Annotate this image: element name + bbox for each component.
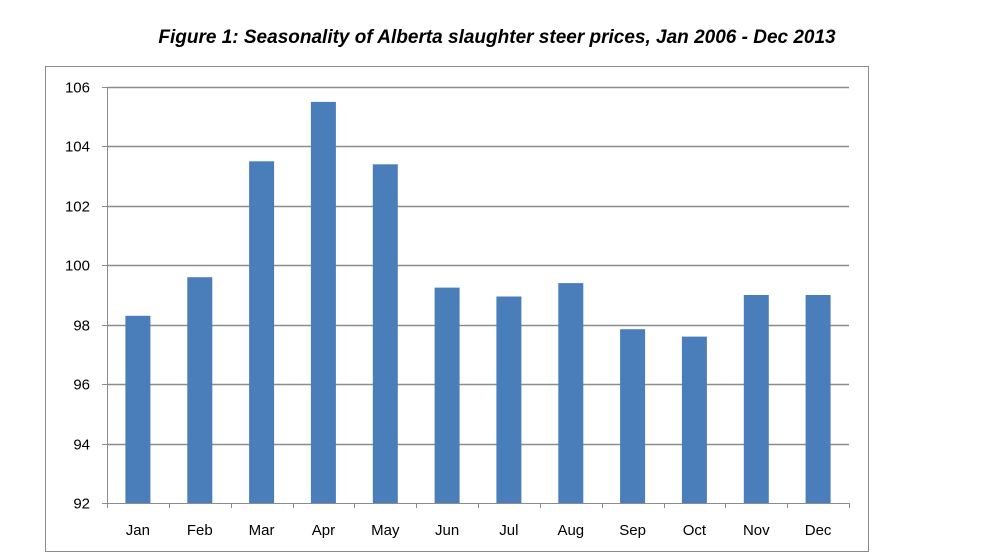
axes	[102, 87, 850, 508]
x-tick-label: May	[371, 522, 400, 539]
x-tick-label: Jul	[499, 522, 518, 539]
x-tick-label: Feb	[187, 522, 213, 539]
bar-sep	[620, 329, 646, 503]
bars	[125, 101, 831, 504]
y-tick-label: 102	[65, 199, 90, 216]
y-tick-label: 96	[73, 377, 90, 394]
x-tick-label: Oct	[683, 522, 707, 539]
bar-aug	[558, 283, 584, 503]
x-tick-label: Mar	[249, 522, 275, 539]
bar-jan	[125, 315, 151, 503]
y-tick-label: 92	[73, 496, 90, 513]
y-tick-labels: 92 94 96 98 100 102 104 106	[65, 80, 90, 513]
bar-may	[372, 164, 398, 504]
x-tick-label: Nov	[743, 522, 770, 539]
bar-dec	[805, 295, 831, 503]
x-tick-labels: Jan Feb Mar Apr May Jun Jul Aug Sep Oct Nov Dec	[126, 522, 832, 539]
y-tick-label: 98	[73, 318, 90, 335]
bar-jun	[434, 287, 460, 503]
y-tick-label: 100	[65, 258, 90, 275]
bar-feb	[187, 277, 213, 503]
bar-nov	[743, 295, 769, 503]
y-tick-label: 94	[73, 437, 90, 454]
gridlines	[107, 86, 849, 446]
y-tick-label: 106	[65, 80, 90, 97]
x-tick-label: Sep	[619, 522, 646, 539]
bar-apr	[310, 101, 336, 504]
x-tick-label: Apr	[312, 522, 335, 539]
y-tick-label: 104	[65, 139, 90, 156]
x-tick-label: Jan	[126, 522, 150, 539]
bar-jul	[496, 296, 522, 503]
x-tick-label: Aug	[557, 522, 584, 539]
chart-title: Figure 1: Seasonality of Alberta slaught…	[158, 27, 836, 48]
x-tick-label: Dec	[805, 522, 832, 539]
bar-oct	[681, 336, 707, 503]
bar-mar	[249, 161, 275, 504]
x-tick-label: Jun	[435, 522, 459, 539]
